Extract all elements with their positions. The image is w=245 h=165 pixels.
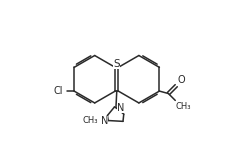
Text: CH₃: CH₃	[83, 116, 98, 125]
Text: Cl: Cl	[53, 86, 63, 96]
Text: N: N	[101, 115, 108, 126]
Text: O: O	[177, 75, 185, 85]
Text: CH₃: CH₃	[176, 102, 191, 111]
Text: N: N	[117, 103, 124, 113]
Text: S: S	[113, 59, 120, 69]
